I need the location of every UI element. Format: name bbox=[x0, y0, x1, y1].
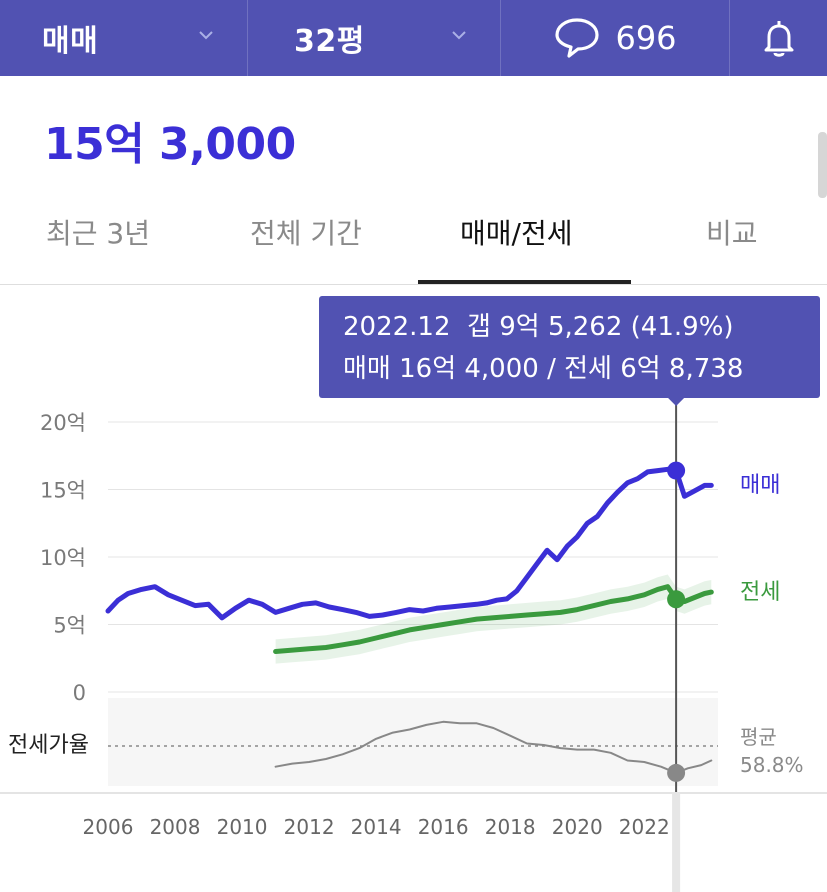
series-label-jeonse: 전세 bbox=[740, 580, 780, 605]
scrollbar-thumb[interactable] bbox=[818, 132, 827, 198]
y-tick-label: 0 bbox=[73, 681, 86, 705]
series-line-jeonse bbox=[273, 584, 714, 654]
cursor-scroll-track bbox=[672, 792, 681, 892]
comment-bubble-icon bbox=[555, 18, 600, 58]
notification-button[interactable] bbox=[730, 0, 827, 76]
ratio-panel-bg bbox=[108, 698, 718, 786]
tab-recent-3-years[interactable]: 최근 3년 bbox=[46, 217, 150, 250]
series-line-sale bbox=[105, 466, 714, 621]
y-tick-label: 5억 bbox=[53, 614, 86, 638]
tooltip-price-line: 매매 16억 4,000 / 전세 6억 8,738 bbox=[343, 354, 744, 384]
average-label: 평균 bbox=[740, 725, 777, 749]
x-tick-label: 2020 bbox=[552, 815, 603, 839]
average-value: 58.8% bbox=[740, 753, 804, 777]
x-tick-label: 2016 bbox=[418, 815, 469, 839]
top-filter-bar: 매매 32평 696 bbox=[0, 0, 827, 76]
x-tick-label: 2012 bbox=[284, 815, 335, 839]
y-tick-label: 15억 bbox=[40, 479, 86, 503]
deal-type-select[interactable]: 매매 bbox=[0, 0, 248, 76]
active-tab-indicator bbox=[418, 280, 631, 284]
size-label: 32평 bbox=[294, 24, 365, 59]
tab-all-period[interactable]: 전체 기간 bbox=[250, 217, 362, 250]
ratio-point-marker bbox=[667, 763, 686, 782]
x-tick-label: 2006 bbox=[83, 815, 134, 839]
tab-sale-jeonse[interactable]: 매매/전세 bbox=[460, 217, 573, 250]
deal-type-label: 매매 bbox=[42, 24, 99, 59]
chart-tooltip: 2022.12 갭 9억 5,262 (41.9%) 매매 16억 4,000 … bbox=[319, 296, 820, 398]
tab-compare[interactable]: 비교 bbox=[706, 217, 758, 250]
period-tabs: 최근 3년 전체 기간 매매/전세 비교 bbox=[0, 198, 827, 285]
sale-point-marker bbox=[667, 461, 686, 480]
tooltip-pointer bbox=[668, 398, 685, 406]
ratio-label: 전세가율 bbox=[8, 733, 89, 758]
x-tick-label: 2008 bbox=[150, 815, 201, 839]
x-tick-label: 2010 bbox=[217, 815, 268, 839]
x-tick-label: 2018 bbox=[485, 815, 536, 839]
series-line-ratio bbox=[274, 720, 713, 774]
chevron-down-icon bbox=[199, 31, 213, 40]
x-tick-label: 2014 bbox=[351, 815, 402, 839]
current-price: 15억 3,000 bbox=[44, 119, 296, 170]
series-label-sale: 매매 bbox=[740, 473, 780, 498]
comment-count: 696 bbox=[615, 19, 677, 57]
comments-button[interactable]: 696 bbox=[501, 0, 730, 76]
price-chart[interactable]: 0 5억 10억 15억 20억 2006 2008 2010 2012 2014 2016 201… bbox=[0, 398, 827, 892]
size-select[interactable]: 32평 bbox=[248, 0, 501, 76]
y-tick-label: 10억 bbox=[40, 546, 86, 570]
chevron-down-icon bbox=[452, 31, 466, 40]
y-tick-label: 20억 bbox=[40, 411, 86, 435]
x-tick-label: 2022 bbox=[619, 815, 670, 839]
tooltip-gap-line: 2022.12 갭 9억 5,262 (41.9%) bbox=[343, 312, 734, 342]
bell-icon bbox=[764, 21, 793, 57]
jeonse-point-marker bbox=[667, 590, 686, 609]
